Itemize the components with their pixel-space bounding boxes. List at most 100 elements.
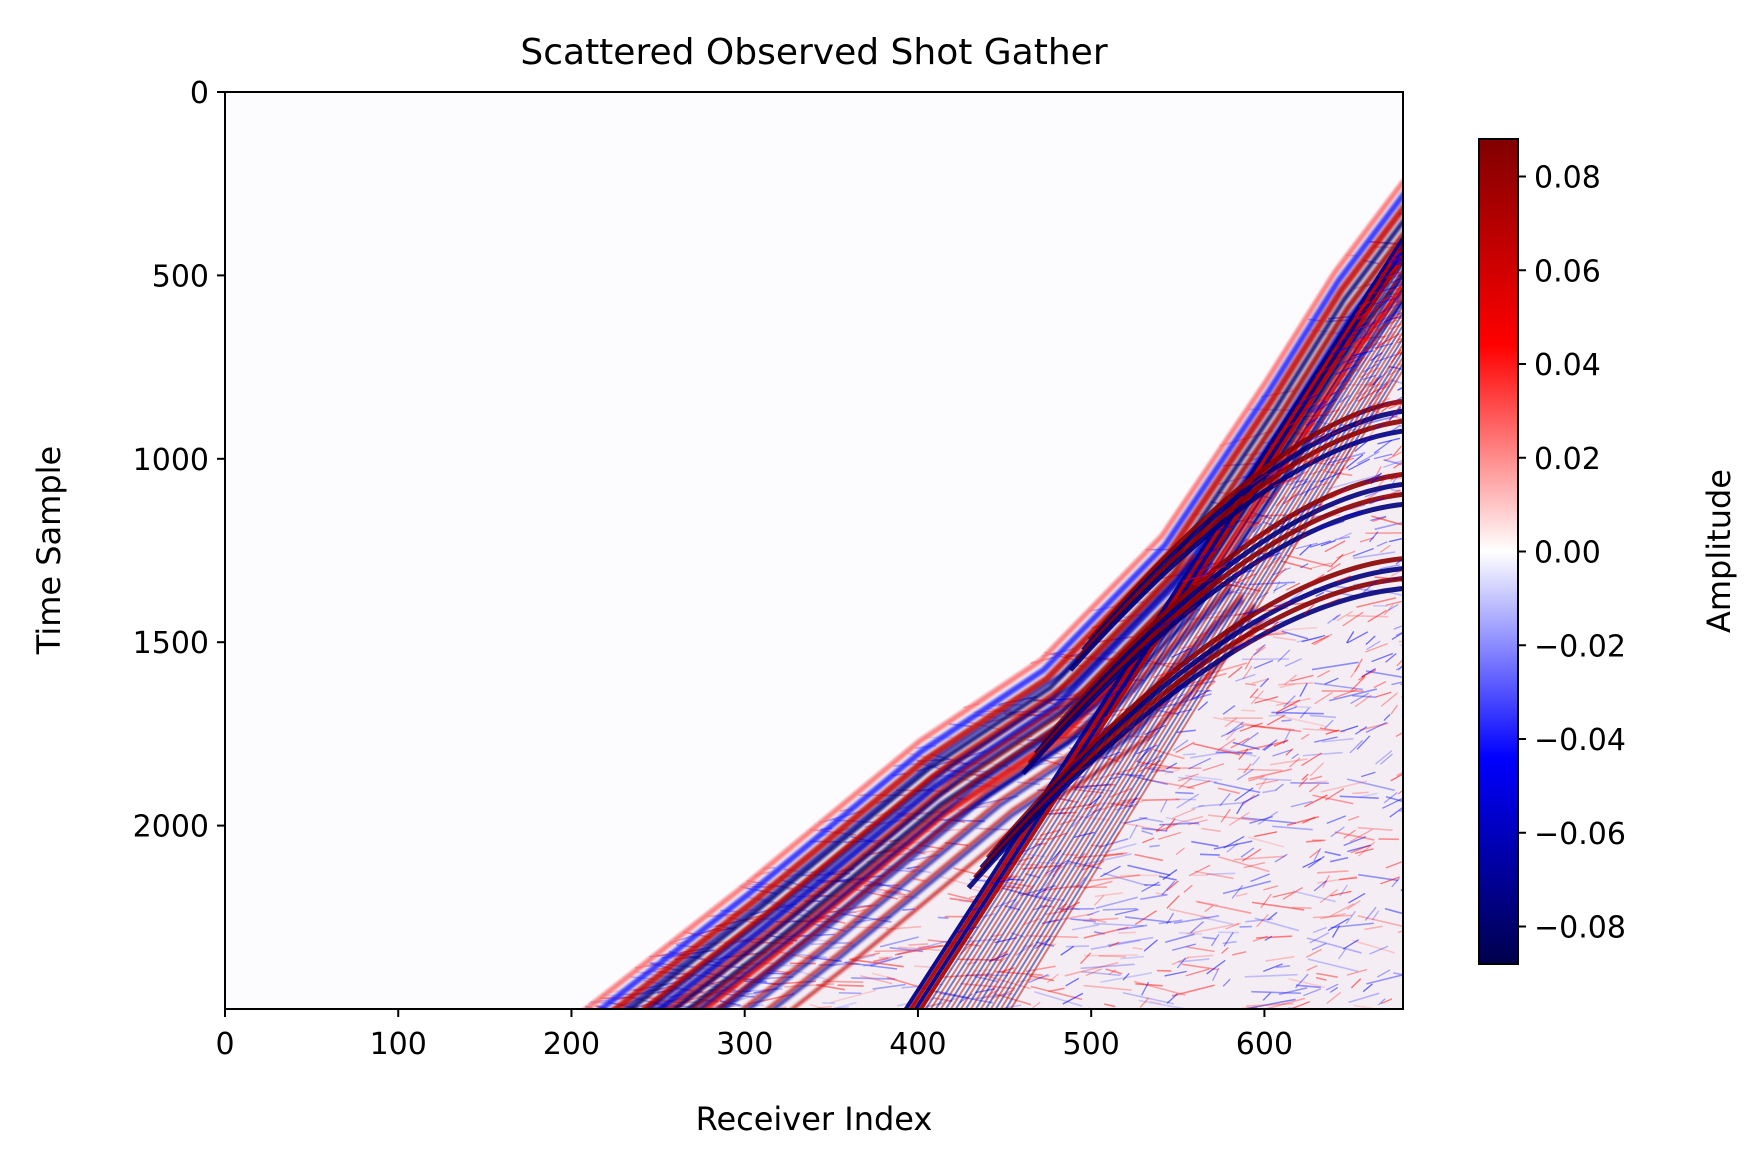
plot-area [224, 91, 1420, 1027]
fine-texture [1127, 722, 1148, 729]
fine-texture [1395, 289, 1403, 304]
fine-texture [1045, 859, 1069, 875]
fine-texture [1226, 843, 1239, 853]
texture-streak [1103, 852, 1124, 858]
fine-texture [1372, 516, 1386, 523]
fine-texture [1325, 788, 1345, 801]
fine-texture [1330, 554, 1344, 567]
texture-streak [937, 916, 949, 919]
fine-texture [1034, 888, 1047, 896]
fine-texture [1086, 807, 1101, 819]
texture-streak [1200, 916, 1233, 925]
fine-texture [1376, 381, 1388, 394]
texture-streak [1262, 997, 1306, 1009]
fine-texture [1272, 749, 1292, 757]
texture-streak [1357, 826, 1393, 831]
texture-streak [1138, 816, 1164, 823]
texture-streak [1048, 987, 1065, 993]
fine-texture [1139, 759, 1162, 773]
fine-texture [1076, 876, 1087, 889]
fine-texture [1240, 847, 1255, 858]
texture-streak [891, 1014, 913, 1017]
texture-streak [1390, 488, 1402, 493]
texture-streak [1134, 853, 1164, 862]
direct-wave-line [944, 286, 1403, 1009]
fine-texture [1228, 665, 1243, 679]
fine-texture [1155, 823, 1178, 833]
fine-texture [1306, 965, 1318, 972]
texture-streak [1104, 1003, 1116, 1008]
fine-texture [1122, 973, 1130, 981]
fine-texture [1402, 270, 1403, 272]
texture-streak [1028, 974, 1055, 982]
texture-streak [608, 1019, 630, 1023]
fine-texture [1346, 430, 1363, 441]
fine-texture [1346, 631, 1369, 644]
fine-texture [1346, 631, 1355, 644]
fine-texture [1358, 675, 1366, 681]
fine-texture [1263, 885, 1279, 891]
fine-texture [1165, 693, 1186, 704]
fine-texture [1397, 337, 1403, 341]
texture-streak [1321, 737, 1354, 743]
texture-streak [1019, 884, 1056, 897]
fine-texture [1396, 771, 1403, 777]
wavefield-base [580, 176, 1403, 1009]
texture-streak [665, 1010, 712, 1012]
fine-texture [1349, 739, 1364, 754]
texture-streak [1066, 918, 1093, 921]
texture-streak [860, 974, 893, 985]
fine-texture [1260, 893, 1272, 909]
texture-streak [1352, 791, 1369, 795]
texture-streak [1391, 379, 1403, 385]
fine-texture [1397, 930, 1403, 934]
texture-streak [1237, 768, 1283, 772]
texture-streak [1089, 874, 1141, 882]
fine-texture [1388, 406, 1402, 421]
texture-streak [1164, 769, 1180, 775]
fine-texture [1286, 590, 1304, 604]
reflection-event [973, 576, 1403, 880]
fine-texture [1191, 562, 1214, 574]
fine-texture [1110, 831, 1120, 845]
texture-streak [1198, 802, 1243, 808]
fine-texture [1155, 823, 1166, 832]
lobe-band [640, 553, 1196, 1009]
texture-streak [596, 1015, 637, 1021]
texture-streak [627, 1017, 654, 1021]
texture-streak [1377, 1021, 1420, 1027]
fine-texture [1326, 815, 1347, 824]
texture-streak [1094, 892, 1124, 898]
texture-streak [1124, 916, 1172, 924]
fine-texture [1166, 912, 1175, 925]
fine-texture [1068, 759, 1082, 769]
texture-streak [1401, 715, 1403, 717]
fine-texture [1143, 637, 1155, 649]
fine-texture [1252, 644, 1266, 657]
fine-texture [1384, 333, 1394, 343]
reflection-event [986, 556, 1403, 860]
chart-title: Scattered Observed Shot Gather [520, 32, 1107, 73]
texture-streak [1272, 825, 1313, 831]
x-tick-label: 400 [889, 1027, 946, 1062]
fine-texture [1356, 433, 1379, 443]
fine-texture [1144, 724, 1167, 736]
fine-texture [1348, 892, 1366, 904]
fine-texture [1399, 243, 1403, 248]
texture-streak [1105, 968, 1123, 975]
fine-texture [1160, 799, 1168, 813]
fine-texture [1272, 580, 1281, 594]
texture-streak [604, 1016, 625, 1019]
texture-streak [1213, 716, 1266, 729]
fine-texture [1224, 717, 1238, 728]
fine-texture [1264, 935, 1273, 942]
fine-texture [1329, 986, 1339, 993]
fine-texture [1193, 578, 1215, 586]
colorbar: 0.08 0.06 0.04 0.02 0.00 −0.02 −0.04 −0.06 −0.08… [1478, 138, 1738, 965]
fine-texture [1397, 340, 1403, 344]
fine-texture [1223, 931, 1234, 947]
fine-texture [1299, 707, 1310, 719]
fine-texture [1272, 476, 1297, 488]
texture-streak [1118, 931, 1136, 934]
x-tick-label: 500 [1063, 1027, 1120, 1062]
